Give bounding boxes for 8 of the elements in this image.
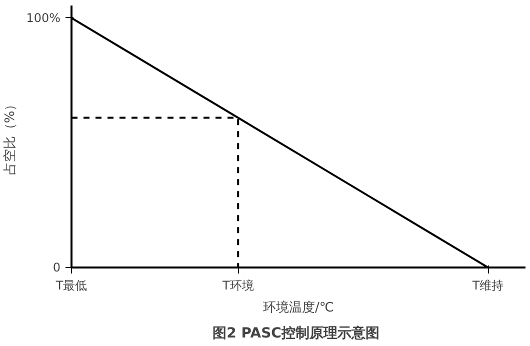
x-tick-label: T维持: [471, 278, 504, 292]
y-tick-label: 0: [52, 260, 61, 274]
y-axis-title: 占空比（%）: [3, 98, 18, 176]
x-tick-label: T环境: [221, 278, 254, 292]
x-tick-label: T最低: [54, 278, 88, 292]
x-axis-title: 环境温度/℃: [263, 300, 334, 316]
text: 图2 PASC控制原理示意图: [212, 324, 380, 342]
y-tick-label: 100%: [26, 10, 61, 25]
